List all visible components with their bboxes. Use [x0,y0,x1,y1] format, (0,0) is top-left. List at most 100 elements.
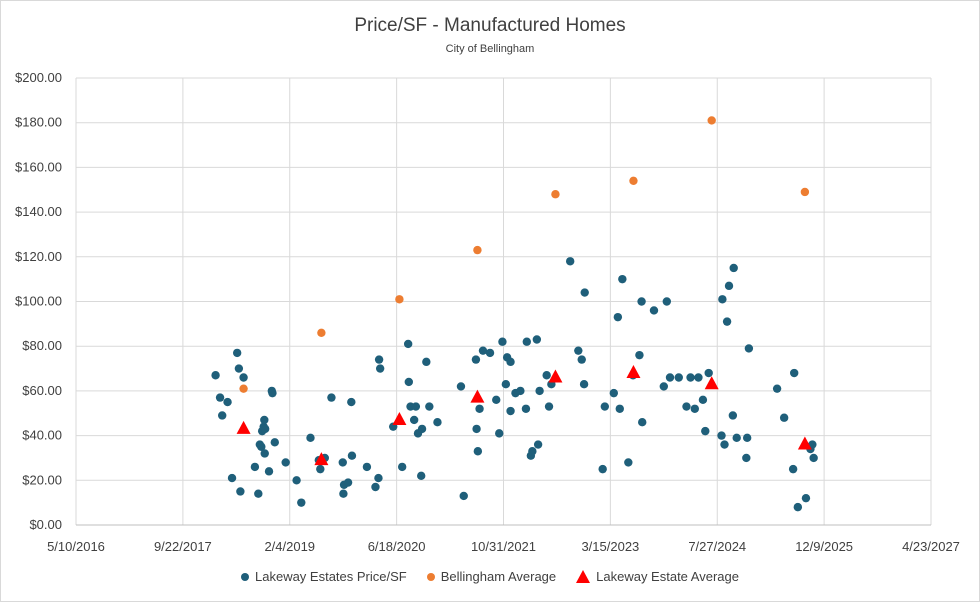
lakeway-price-point [579,379,589,389]
lakeway-price-point [729,263,738,273]
bellingham-average-point [707,116,716,125]
lakeway-price-point [411,402,421,411]
lakeway-price-point [397,462,407,472]
y-tick-label: $180.00 [15,115,62,130]
lakeway-price-point [704,368,713,378]
lakeway-price-point [234,364,244,373]
lakeway-price-point [793,502,803,512]
lakeway-price-point [565,257,575,266]
lakeway-price-point [236,487,245,496]
y-tick-label: $200.00 [15,70,62,85]
lakeway-price-point [475,404,484,413]
x-tick-label: 6/18/2020 [368,539,426,554]
y-tick-label: $100.00 [15,294,62,309]
lakeway-price-point [471,355,481,364]
average-triangle-point [548,369,563,383]
lakeway-price-point [662,297,672,306]
lakeway-price-point [347,397,356,407]
lakeway-price-point [533,440,543,449]
lakeway-price-point [535,386,544,396]
lakeway-price-point [254,489,263,498]
y-tick-label: $60.00 [22,383,62,398]
lakeway-price-point [506,406,515,416]
lakeway-price-point [744,344,754,353]
lakeway-price-point [339,489,348,498]
average-triangle-point [236,420,251,434]
lakeway-price-point [232,348,242,358]
bellingham-average-point [239,384,248,393]
lakeway-price-point [742,433,752,443]
chart-title: Price/SF - Manufactured Homes [354,15,626,36]
x-tick-label: 4/23/2027 [902,539,960,554]
lakeway-price-point [211,371,220,380]
lakeway-price-point [701,426,710,436]
legend-label: Lakeway Estate Average [596,569,739,584]
lakeway-price-point [528,447,537,456]
lakeway-price-point [522,337,531,346]
lakeway-price-point [686,373,695,382]
lakeway-price-point [227,473,237,483]
x-tick-label: 7/27/2024 [688,539,746,554]
legend-label: Bellingham Average [440,569,557,584]
lakeway-price-point [371,482,380,492]
lakeway-price-point [718,295,727,304]
bellingham-average-point [473,245,482,255]
lakeway-price-point [495,429,504,438]
x-tick-label: 5/10/2016 [47,539,105,554]
lakeway-price-point [292,476,301,485]
lakeway-price-point [425,402,434,411]
lakeway-price-point [485,348,495,358]
lakeway-price-point [473,447,483,456]
lakeway-price-point [264,467,274,476]
lakeway-price-point [613,312,623,322]
lakeway-price-point [722,317,732,326]
lakeway-price-point [403,339,413,349]
lakeway-price-point [456,382,466,391]
lakeway-price-point [600,402,610,411]
lakeway-price-point [809,453,818,463]
average-triangle-point [704,376,719,390]
lakeway-price-point [297,498,306,507]
lakeway-price-point [580,288,589,297]
lakeway-price-point [218,411,227,420]
lakeway-price-point [717,431,726,440]
lakeway-price-point [618,274,627,284]
lakeway-price-point [498,337,507,346]
lakeway-price-point [433,417,442,427]
lakeway-price-point [574,346,583,355]
lakeway-price-point [720,440,729,449]
lakeway-price-point [694,373,703,382]
lakeway-price-point [682,402,691,411]
bellingham-average-point [629,176,638,186]
y-tick-label: $40.00 [22,428,62,443]
lakeway-price-point [362,462,372,472]
lakeway-price-point [637,297,646,306]
x-tick-label: 9/22/2017 [154,539,212,554]
lakeway-price-point [609,388,618,398]
legend-marker-circle [241,572,249,581]
x-tick-label: 12/9/2025 [795,539,853,554]
lakeway-price-point [772,384,782,393]
lakeway-price-point [347,451,357,460]
lakeway-price-point [516,386,525,396]
legend-label: Lakeway Estates Price/SF [255,569,407,584]
lakeway-price-point [674,373,683,382]
y-tick-label: $120.00 [15,249,62,264]
legend-item-lakeway-price: Lakeway Estates Price/SF [241,569,407,584]
lakeway-price-point [492,395,501,405]
lakeway-price-point [417,424,427,434]
legend-item-lakeway-average: Lakeway Estate Average [576,569,739,584]
lakeway-price-point [615,404,624,413]
bellingham-average-point [800,187,810,197]
average-triangle-point [626,365,641,379]
lakeway-price-point [779,413,789,422]
chart-subtitle: City of Bellingham [445,43,535,55]
lakeway-price-point [788,464,798,474]
lakeway-price-point [338,458,347,467]
lakeway-price-point [801,493,811,503]
lakeway-price-point [635,350,644,360]
lakeway-price-point [316,464,325,474]
lakeway-price-point [239,373,248,382]
